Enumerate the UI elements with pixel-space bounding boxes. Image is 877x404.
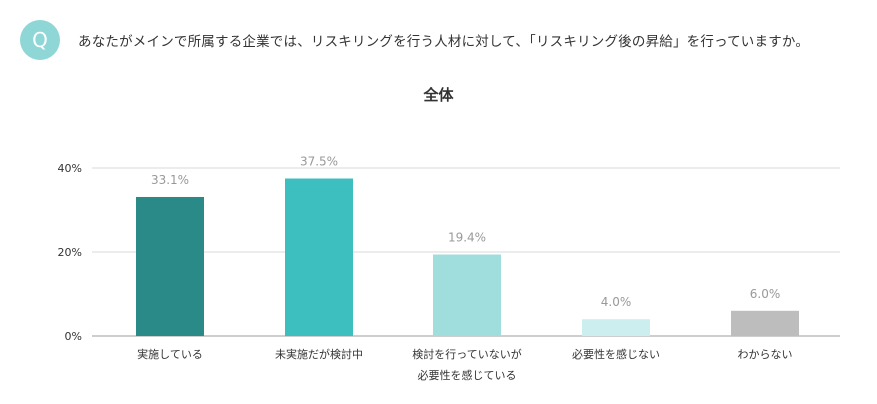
bar xyxy=(433,254,501,336)
category-label: 実施している xyxy=(137,347,203,361)
question-text: あなたがメインで所属する企業では、リスキリングを行う人材に対して、「リスキリング… xyxy=(78,34,810,50)
data-label: 33.1% xyxy=(151,173,189,187)
chart-title: 全体 xyxy=(423,86,454,104)
category-label: 必要性を感じている xyxy=(418,368,517,382)
data-label: 4.0% xyxy=(601,295,632,309)
bar xyxy=(285,178,353,336)
category-label: 未実施だが検討中 xyxy=(275,347,363,361)
category-label: 検討を行っていないが xyxy=(412,347,521,361)
data-label: 6.0% xyxy=(750,287,781,301)
bar xyxy=(731,310,799,336)
data-label: 19.4% xyxy=(448,231,486,245)
data-label: 37.5% xyxy=(300,155,338,169)
bar xyxy=(582,319,650,336)
bar xyxy=(136,196,204,336)
question-badge: Q xyxy=(20,20,60,60)
y-tick-label: 0% xyxy=(65,330,82,343)
category-label: 必要性を感じない xyxy=(572,347,660,361)
question-badge-letter: Q xyxy=(32,28,48,52)
y-tick-label: 20% xyxy=(58,246,82,259)
category-label: わからない xyxy=(738,348,793,361)
y-tick-label: 40% xyxy=(58,162,82,175)
